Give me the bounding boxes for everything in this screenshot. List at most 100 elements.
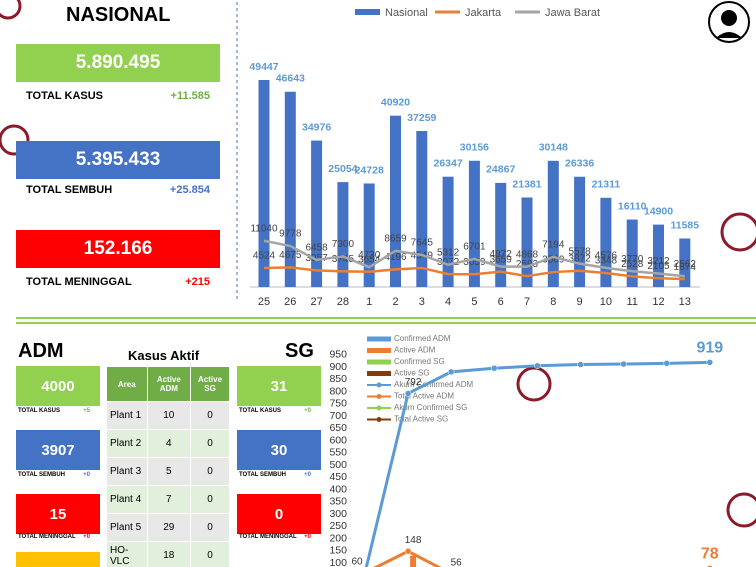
table-row: Plant 5 29 0 [106, 513, 230, 542]
data-label: 4868 [516, 249, 539, 260]
x-tick-label: 12 [652, 296, 664, 308]
data-label: 1874 [674, 262, 697, 273]
stat-box: 152.166 [16, 230, 220, 268]
column-header: Area [106, 366, 148, 402]
legend-label: Akum Confirmed SG [394, 403, 467, 412]
x-tick-label: 7 [524, 296, 530, 308]
y-tick-label: 950 [329, 349, 347, 361]
x-tick-label: 2 [392, 296, 398, 308]
data-label: 3654 [358, 254, 381, 265]
bar [653, 224, 664, 287]
y-tick-label: 800 [329, 385, 347, 397]
table-row: HO-VLC 18 0 [106, 541, 230, 567]
data-label: 24728 [355, 164, 384, 176]
stat-label: TOTAL SEMBUH [239, 472, 287, 478]
data-label: 2105 [647, 261, 670, 272]
marker [447, 368, 455, 376]
bar [337, 182, 349, 287]
legend-label: Total Active ADM [394, 392, 454, 401]
legend-label: Confirmed ADM [394, 334, 451, 343]
legend-label: Akum Confirmed ADM [394, 380, 473, 389]
stat-label: TOTAL SEMBUH [18, 472, 66, 478]
table-title: Kasus Aktif [128, 348, 200, 363]
data-label: 3348 [595, 256, 618, 267]
stat-change: +0 [304, 408, 311, 414]
legend-swatch [367, 348, 391, 353]
line [263, 266, 685, 281]
y-tick-label: 850 [329, 373, 347, 385]
data-label: 7194 [542, 240, 565, 251]
virus-icon [0, 0, 756, 528]
data-label: 3745 [332, 254, 355, 265]
legend-swatch [367, 371, 391, 376]
y-tick-label: 350 [329, 496, 347, 508]
bar [363, 183, 375, 287]
data-label: 16110 [618, 200, 647, 212]
data-label: 7645 [411, 238, 434, 249]
y-tick-label: 300 [329, 508, 347, 520]
stat-label: TOTAL KASUS [26, 90, 104, 102]
table-cell: Plant 3 [106, 457, 148, 486]
data-label: 5312 [437, 247, 460, 258]
table-cell: Plant 2 [106, 429, 148, 458]
data-label: 25054 [328, 163, 357, 175]
data-label: 37259 [407, 112, 436, 124]
section-title: ADM [18, 340, 64, 362]
table-cell: 18 [146, 541, 192, 567]
table-cell: 0 [190, 429, 230, 458]
table-cell: 0 [190, 513, 230, 542]
bar [442, 176, 454, 287]
data-label: 2562 [674, 259, 697, 270]
data-label: 46643 [276, 73, 305, 85]
marker [577, 361, 584, 368]
stat-label: TOTAL MENINGGAL [26, 276, 132, 288]
bar [626, 219, 638, 287]
legend-marker [376, 394, 382, 399]
legend-label: Total Active SG [394, 415, 448, 424]
table-header: Area Active ADM Active SG [106, 366, 230, 402]
data-label: 60 [351, 556, 363, 567]
legend-label: Active SG [394, 369, 430, 378]
x-tick-label: 5 [471, 296, 477, 308]
data-label: 56 [451, 557, 463, 567]
y-tick-label: 150 [329, 545, 347, 557]
bar [410, 555, 417, 567]
data-label: 26336 [565, 158, 594, 170]
stat-box: 15 [16, 494, 100, 534]
data-label: 7300 [332, 239, 355, 250]
data-label: 919 [696, 340, 723, 357]
marker [620, 360, 627, 368]
stat-change: +0 [304, 472, 311, 478]
data-label: 5578 [568, 246, 591, 257]
bar [679, 238, 691, 287]
data-label: 3059 [463, 257, 486, 268]
x-tick-label: 9 [577, 296, 583, 308]
table-cell: 5 [146, 457, 192, 486]
data-label: 21311 [592, 179, 621, 191]
legend-swatch [355, 9, 380, 15]
table-cell: Plant 4 [106, 485, 148, 514]
stat-change: +215 [185, 276, 210, 288]
avatar-icon [708, 1, 750, 43]
line [373, 549, 710, 567]
data-label: 2528 [621, 259, 644, 270]
section-title: NASIONAL [66, 4, 171, 26]
y-tick-label: 700 [329, 410, 347, 422]
data-label: 4524 [253, 251, 276, 262]
x-tick-label: 25 [258, 296, 270, 308]
stat-change: +25.854 [169, 184, 210, 196]
marker [663, 360, 670, 367]
table-cell: 4 [146, 429, 192, 458]
marker [404, 547, 412, 555]
stat-box: 3907 [16, 430, 100, 470]
stat-label: TOTAL SEMBUH [26, 184, 113, 196]
bar [495, 182, 507, 287]
legend-swatch [367, 359, 391, 365]
column-header: Active SG [190, 366, 230, 402]
stat-label: TOTAL MENINGGAL [239, 534, 297, 540]
